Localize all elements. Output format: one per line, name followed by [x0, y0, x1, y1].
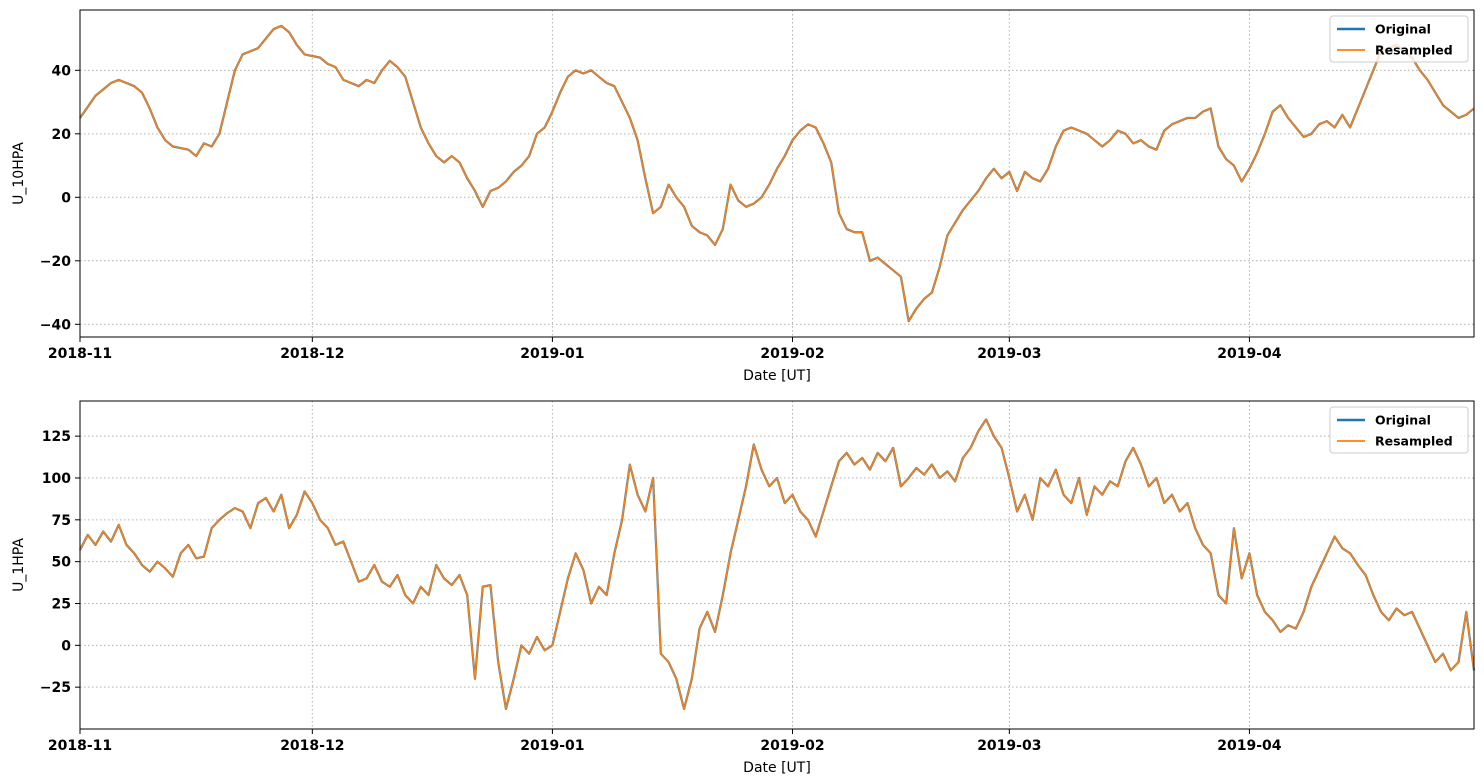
y-axis-label: U_1HPA — [11, 538, 27, 592]
x-axis-label: Date [UT] — [743, 368, 811, 384]
legend-label-resampled: Resampled — [1375, 43, 1453, 58]
series-line-original — [79, 418, 1476, 711]
x-tick-label: 2018-11 — [48, 346, 112, 362]
y-tick-label: 0 — [61, 190, 71, 206]
y-tick-label: 125 — [42, 429, 71, 445]
y-tick-label: 50 — [52, 555, 72, 571]
series-line-resampled — [79, 418, 1475, 710]
plot-frame — [79, 400, 1475, 730]
legend-label-original: Original — [1375, 22, 1431, 37]
series-line-resampled — [79, 25, 1475, 322]
y-tick-label: 75 — [52, 513, 71, 529]
x-tick-label: 2019-04 — [1217, 346, 1282, 362]
plot-frame — [79, 9, 1475, 338]
x-tick-label: 2019-01 — [520, 346, 584, 362]
y-tick-label: 40 — [52, 63, 72, 79]
y-tick-label: 100 — [42, 471, 71, 487]
legend-label-original: Original — [1375, 413, 1431, 428]
legend: Original Resampled — [1329, 15, 1469, 63]
y-tick-label: 25 — [52, 596, 71, 612]
y-tick-label: 0 — [61, 638, 71, 654]
x-tick-label: 2018-12 — [280, 738, 344, 754]
x-tick-label: 2018-12 — [280, 346, 344, 362]
x-tick-label: 2019-03 — [977, 738, 1041, 754]
x-tick-label: 2019-03 — [977, 346, 1041, 362]
y-tick-label: −20 — [40, 254, 71, 270]
y-axis-label: U_10HPA — [11, 142, 27, 205]
chart-panel-u10hpa: −40 −20 0 20 40 2018-11 2018-12 2019-01 2019-02 2… — [11, 9, 1475, 384]
legend: Original Resampled — [1329, 406, 1469, 454]
legend-label-resampled: Resampled — [1375, 434, 1453, 449]
y-tick-label: 20 — [52, 127, 72, 143]
x-axis-label: Date [UT] — [743, 760, 811, 776]
x-tick-label: 2019-04 — [1217, 738, 1282, 754]
y-tick-label: −25 — [40, 680, 71, 696]
x-tick-label: 2019-02 — [760, 738, 824, 754]
x-tick-label: 2018-11 — [48, 738, 112, 754]
chart-panel-u1hpa: −25 0 25 50 75 100 125 2018-11 2018-12 2019-01 201… — [11, 400, 1476, 776]
x-tick-label: 2019-01 — [520, 738, 584, 754]
y-tick-label: −40 — [40, 317, 71, 333]
x-tick-label: 2019-02 — [760, 346, 824, 362]
